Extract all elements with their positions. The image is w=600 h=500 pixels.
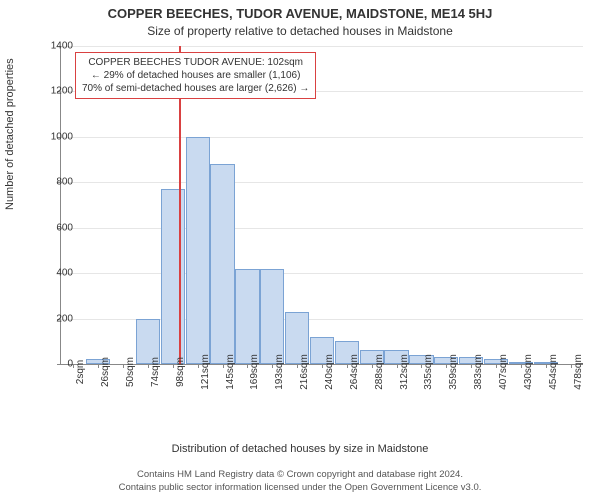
- xtick-mark: [521, 364, 522, 368]
- xtick-mark: [546, 364, 547, 368]
- xtick-label: 430sqm: [523, 354, 534, 390]
- xtick-mark: [496, 364, 497, 368]
- gridline: [61, 46, 583, 47]
- footer-line2: Contains public sector information licen…: [119, 482, 482, 493]
- xtick-label: 264sqm: [349, 354, 360, 390]
- ytick-label: 0: [67, 359, 73, 370]
- xtick-label: 454sqm: [548, 354, 559, 390]
- histogram-bar: [186, 137, 210, 364]
- ytick-mark: [57, 364, 61, 365]
- xtick-label: 383sqm: [473, 354, 484, 390]
- histogram-bar: [260, 269, 284, 364]
- annotation-line2: ← 29% of detached houses are smaller (1,…: [91, 70, 301, 81]
- xtick-label: 145sqm: [225, 354, 236, 390]
- xtick-mark: [297, 364, 298, 368]
- chart-title: COPPER BEECHES, TUDOR AVENUE, MAIDSTONE,…: [0, 6, 600, 21]
- xtick-mark: [148, 364, 149, 368]
- xtick-label: 359sqm: [448, 354, 459, 390]
- xtick-mark: [397, 364, 398, 368]
- xtick-mark: [173, 364, 174, 368]
- xtick-label: 26sqm: [100, 357, 111, 387]
- xtick-label: 169sqm: [249, 354, 260, 390]
- xtick-mark: [347, 364, 348, 368]
- xtick-mark: [571, 364, 572, 368]
- ytick-label: 1400: [51, 41, 73, 52]
- xtick-mark: [123, 364, 124, 368]
- x-axis-label: Distribution of detached houses by size …: [0, 443, 600, 455]
- histogram-bar: [161, 189, 185, 364]
- xtick-mark: [198, 364, 199, 368]
- xtick-label: 98sqm: [175, 357, 186, 387]
- xtick-label: 74sqm: [150, 357, 161, 387]
- annotation-box: COPPER BEECHES TUDOR AVENUE: 102sqm ← 29%…: [75, 52, 316, 99]
- footer-text: Contains HM Land Registry data © Crown c…: [0, 469, 600, 494]
- y-axis-label: Number of detached properties: [4, 58, 16, 210]
- gridline: [61, 182, 583, 183]
- ytick-label: 1200: [51, 86, 73, 97]
- xtick-label: 2sqm: [75, 360, 86, 384]
- gridline: [61, 273, 583, 274]
- footer-line1: Contains HM Land Registry data © Crown c…: [137, 469, 463, 480]
- xtick-label: 240sqm: [324, 354, 335, 390]
- xtick-label: 193sqm: [274, 354, 285, 390]
- ytick-label: 600: [56, 222, 73, 233]
- xtick-label: 407sqm: [498, 354, 509, 390]
- xtick-mark: [322, 364, 323, 368]
- annotation-line3: 70% of semi-detached houses are larger (…: [82, 83, 309, 94]
- xtick-label: 216sqm: [299, 354, 310, 390]
- histogram-bar: [235, 269, 259, 364]
- gridline: [61, 137, 583, 138]
- ytick-label: 400: [56, 268, 73, 279]
- ytick-label: 200: [56, 313, 73, 324]
- chart-container: COPPER BEECHES, TUDOR AVENUE, MAIDSTONE,…: [0, 0, 600, 500]
- histogram-bar: [210, 164, 234, 364]
- xtick-mark: [372, 364, 373, 368]
- ytick-label: 800: [56, 177, 73, 188]
- xtick-label: 288sqm: [374, 354, 385, 390]
- chart-subtitle: Size of property relative to detached ho…: [0, 24, 600, 38]
- ytick-label: 1000: [51, 131, 73, 142]
- annotation-line1: COPPER BEECHES TUDOR AVENUE: 102sqm: [88, 57, 303, 68]
- xtick-label: 121sqm: [200, 354, 211, 390]
- xtick-label: 335sqm: [423, 354, 434, 390]
- xtick-label: 50sqm: [125, 357, 136, 387]
- xtick-mark: [471, 364, 472, 368]
- xtick-label: 478sqm: [573, 354, 584, 390]
- gridline: [61, 228, 583, 229]
- xtick-label: 312sqm: [399, 354, 410, 390]
- xtick-mark: [223, 364, 224, 368]
